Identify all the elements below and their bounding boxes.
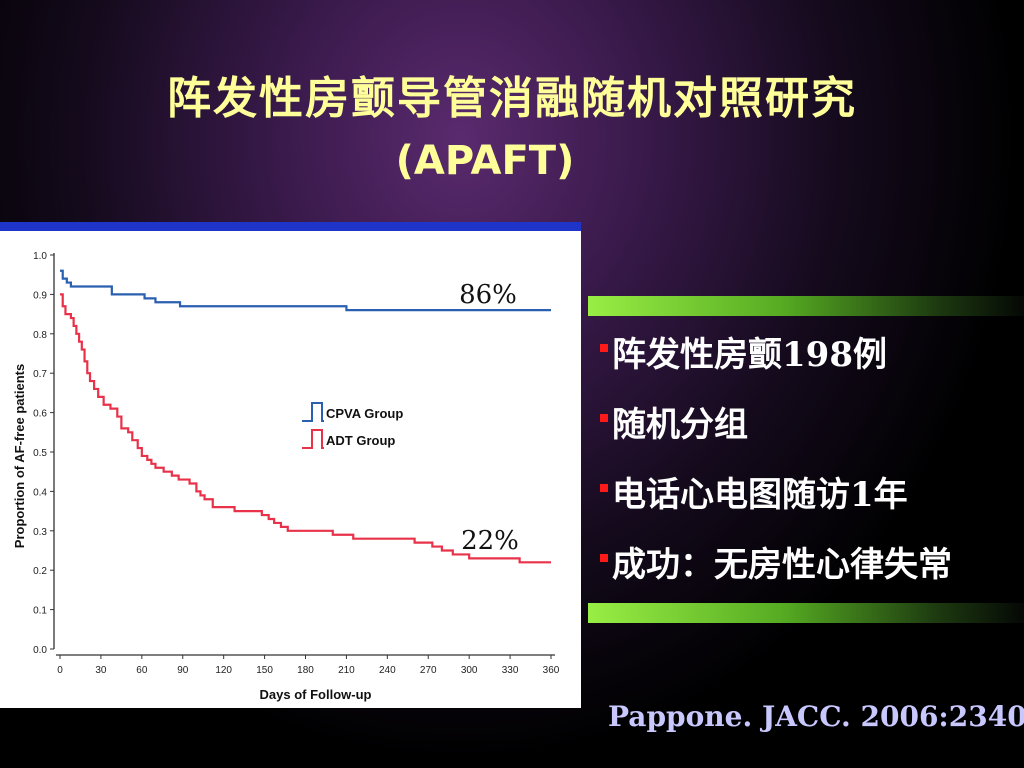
y-tick-label: 0.7: [33, 369, 47, 380]
green-divider-bottom: [588, 603, 1024, 623]
y-tick-label: 0.9: [33, 290, 47, 301]
legend-label: CPVA Group: [326, 406, 403, 421]
bullet-marker-icon: [600, 344, 608, 352]
bullet-marker-icon: [600, 414, 608, 422]
y-tick-label: 0.0: [33, 645, 47, 656]
legend-step-icon: [302, 402, 324, 422]
bullet-marker-icon: [600, 554, 608, 562]
bullet-item: 电话心电图随访1年: [600, 470, 952, 540]
x-axis-label: Days of Follow-up: [260, 687, 372, 702]
legend-step-icon: [302, 429, 324, 449]
bullet-item: 随机分组: [600, 400, 952, 470]
x-tick-label: 180: [297, 665, 314, 676]
x-tick-label: 300: [461, 665, 478, 676]
y-tick-label: 1.0: [33, 251, 47, 262]
y-tick-label: 0.2: [33, 566, 47, 577]
x-tick-label: 210: [338, 665, 355, 676]
x-tick-label: 330: [502, 665, 519, 676]
x-tick-label: 0: [57, 665, 63, 676]
slide-subtitle: (APAFT): [395, 138, 575, 184]
bullet-text: 阵发性房颤198例: [612, 335, 887, 375]
x-tick-label: 120: [215, 665, 232, 676]
x-tick-label: 90: [177, 665, 189, 676]
slide-title: 阵发性房颤导管消融随机对照研究: [167, 73, 857, 124]
y-tick-label: 0.8: [33, 330, 47, 341]
bullet-text: 随机分组: [612, 405, 748, 445]
legend-label: ADT Group: [326, 433, 395, 448]
x-tick-label: 360: [543, 665, 560, 676]
annotation-label: 86%: [459, 280, 517, 310]
green-divider-top: [588, 296, 1024, 316]
series-line-adt: [60, 293, 551, 564]
citation: Pappone. JACC. 2006:2340: [608, 700, 1024, 733]
bullet-list: 阵发性房颤198例 随机分组 电话心电图随访1年 成功：无房性心律失常: [600, 330, 952, 610]
y-tick-label: 0.4: [33, 487, 47, 498]
bullet-item: 成功：无房性心律失常: [600, 540, 952, 610]
annotation-label: 22%: [461, 526, 519, 556]
bullet-text: 电话心电图随访1年: [612, 475, 908, 515]
bullet-item: 阵发性房颤198例: [600, 330, 952, 400]
y-axis-label: Proportion of AF-free patients: [12, 364, 27, 548]
x-tick-label: 150: [256, 665, 273, 676]
x-tick-label: 270: [420, 665, 437, 676]
x-tick-label: 30: [95, 665, 107, 676]
y-tick-label: 0.5: [33, 448, 47, 459]
y-tick-label: 0.3: [33, 527, 47, 538]
survival-chart: 0.0 0.1 0.2 0.3 0.4 0.5 0.6 0.7 0.8 0.9 1.0 0 30 60 90…: [12, 251, 560, 702]
bullet-marker-icon: [600, 484, 608, 492]
bullet-text: 成功：无房性心律失常: [612, 545, 952, 585]
x-tick-label: 60: [136, 665, 148, 676]
series-line-cpva: [60, 269, 551, 312]
y-tick-label: 0.6: [33, 409, 47, 420]
y-tick-label: 0.1: [33, 606, 47, 617]
x-tick-label: 240: [379, 665, 396, 676]
chart-panel: 0.0 0.1 0.2 0.3 0.4 0.5 0.6 0.7 0.8 0.9 1.0 0 30 60 90…: [0, 222, 581, 708]
